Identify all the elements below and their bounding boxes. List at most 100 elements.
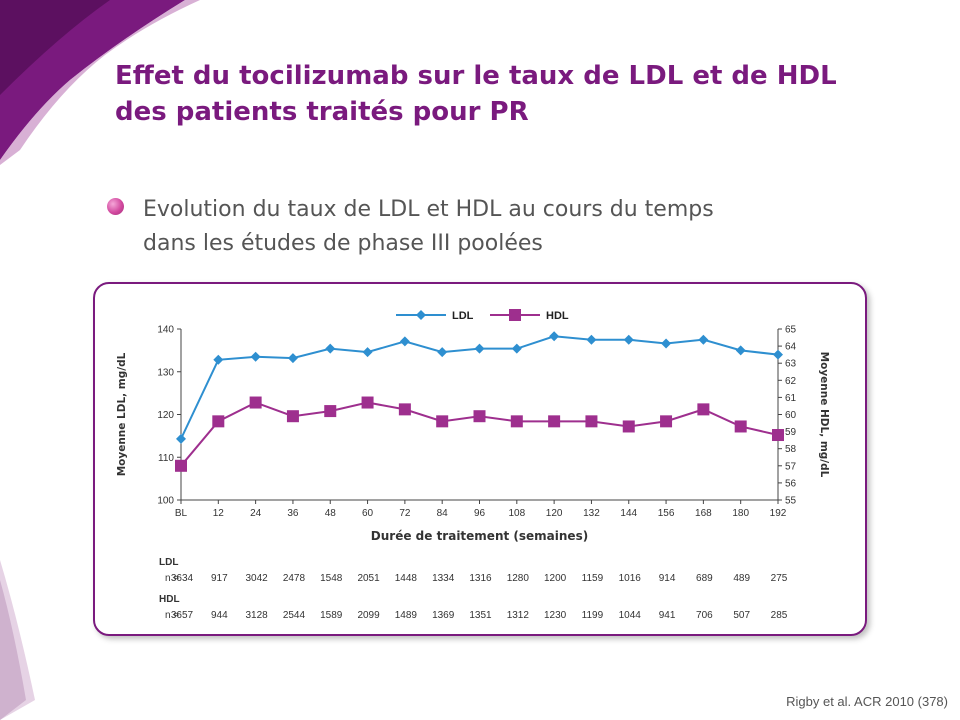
x-tick-label: 84 (437, 508, 449, 519)
bullet-icon (107, 198, 124, 215)
table-hdl-n: 941 (659, 610, 676, 621)
y-tick-label: 120 (157, 410, 174, 421)
table-hdl-n: 1351 (469, 610, 492, 621)
y-tick-label: 130 (157, 367, 174, 378)
table-ldl-n: 1200 (544, 573, 567, 584)
table-ldl-n-prefix: n = (165, 573, 179, 584)
table-hdl-n: 1489 (395, 610, 418, 621)
table-hdl-n: 2099 (357, 610, 380, 621)
hdl-point (249, 396, 262, 409)
table-hdl-n: 944 (211, 610, 228, 621)
bullet-line-2: dans les études de phase III poolées (143, 231, 543, 256)
x-tick-label: 48 (325, 508, 337, 519)
hdl-point (660, 415, 673, 428)
y-tick-label: 110 (158, 453, 174, 464)
table-hdl-n: 285 (771, 610, 788, 621)
y2-tick-label: 64 (785, 342, 797, 353)
hdl-point (361, 396, 374, 409)
x-tick-label: 180 (732, 508, 749, 519)
table-ldl-n: 1280 (507, 573, 530, 584)
x-tick-label: 108 (508, 508, 525, 519)
table-hdl-label: HDL (159, 594, 180, 605)
ldl-hdl-chart: 100 110 120 130 140 55 56 57 58 59 60 61 62 63 64 65 BL 1… (116, 309, 830, 621)
ldl-point (399, 336, 410, 347)
table-ldl-n: 2478 (283, 573, 306, 584)
legend-ldl-marker (416, 310, 426, 320)
legend-hdl-label: HDL (546, 310, 569, 322)
x-tick-label: 60 (362, 508, 374, 519)
x-tick-label: 192 (770, 508, 787, 519)
x-tick-label: 96 (474, 508, 486, 519)
hdl-point (548, 415, 561, 428)
y2-tick-label: 63 (785, 359, 797, 370)
ldl-point (250, 351, 261, 362)
y-tick-label: 140 (157, 325, 174, 336)
x-tick-label: BL (175, 508, 188, 519)
page-title: Effet du tocilizumab sur le taux de LDL … (115, 58, 915, 130)
x-axis-title: Durée de traitement (semaines) (371, 529, 588, 543)
table-ldl-n: 1448 (395, 573, 418, 584)
title-line-1: Effet du tocilizumab sur le taux de LDL … (115, 61, 837, 91)
y2-tick-label: 55 (785, 496, 797, 507)
ldl-point (773, 349, 783, 360)
table-hdl-n: 3657 (171, 610, 194, 621)
ldl-point (474, 343, 485, 354)
table-hdl-n: 1199 (582, 610, 604, 621)
table-ldl-n: 3634 (171, 573, 194, 584)
table-ldl-n: 3042 (246, 573, 269, 584)
bullet-text: Evolution du taux de LDL et HDL au cours… (143, 193, 863, 261)
table-ldl-n: 1159 (582, 573, 604, 584)
hdl-point (510, 415, 523, 428)
ldl-point (325, 343, 336, 354)
ldl-point (549, 331, 560, 342)
title-line-2: des patients traités pour PR (115, 97, 529, 127)
y2-tick-label: 58 (785, 444, 797, 455)
hdl-point (436, 415, 449, 428)
table-hdl-n: 1589 (320, 610, 343, 621)
legend-ldl-label: LDL (452, 310, 474, 322)
bullet-line-1: Evolution du taux de LDL et HDL au cours… (143, 197, 714, 222)
table-ldl-n: 1316 (469, 573, 492, 584)
table-hdl-n: 1369 (432, 610, 455, 621)
y-axis-title: Moyenne LDL, mg/dL (116, 352, 128, 476)
table-hdl-n: 507 (733, 610, 750, 621)
table-ldl-n: 689 (696, 573, 713, 584)
hdl-point (286, 410, 299, 423)
hdl-point (697, 403, 710, 416)
table-ldl-n: 489 (733, 573, 750, 584)
table-hdl-n: 1230 (544, 610, 567, 621)
x-tick-label: 132 (583, 508, 600, 519)
hdl-point (473, 410, 486, 423)
x-tick-label: 168 (695, 508, 712, 519)
table-hdl-n: 1044 (619, 610, 642, 621)
y2-tick-label: 57 (785, 461, 797, 472)
left-edge-decoration (0, 560, 35, 720)
y2-tick-label: 62 (785, 376, 797, 387)
table-hdl-n: 1312 (507, 610, 530, 621)
ldl-point (623, 334, 634, 345)
table-ldl-n: 1334 (432, 573, 455, 584)
x-tick-label: 36 (287, 508, 299, 519)
table-hdl-n: 3128 (246, 610, 269, 621)
ldl-point (698, 334, 709, 345)
x-tick-label: 156 (658, 508, 675, 519)
hdl-point (398, 403, 411, 416)
table-hdl-n: 2544 (283, 610, 306, 621)
ldl-point (511, 343, 522, 354)
table-ldl-label: LDL (159, 557, 178, 568)
y2-tick-label: 61 (785, 393, 797, 404)
ldl-point (213, 354, 224, 365)
chart-frame (93, 282, 867, 636)
y2-tick-label: 59 (785, 427, 797, 438)
ldl-point (287, 353, 298, 364)
hdl-point (175, 459, 187, 472)
table-hdl-n-prefix: n = (165, 610, 179, 621)
y2-tick-label: 60 (785, 410, 797, 421)
table-ldl-n: 1548 (320, 573, 343, 584)
x-tick-label: 144 (620, 508, 637, 519)
y2-tick-label: 65 (785, 325, 797, 336)
table-ldl-n: 275 (771, 573, 788, 584)
hdl-point (212, 415, 225, 428)
legend-hdl-marker (509, 309, 521, 321)
x-tick-label: 120 (546, 508, 563, 519)
